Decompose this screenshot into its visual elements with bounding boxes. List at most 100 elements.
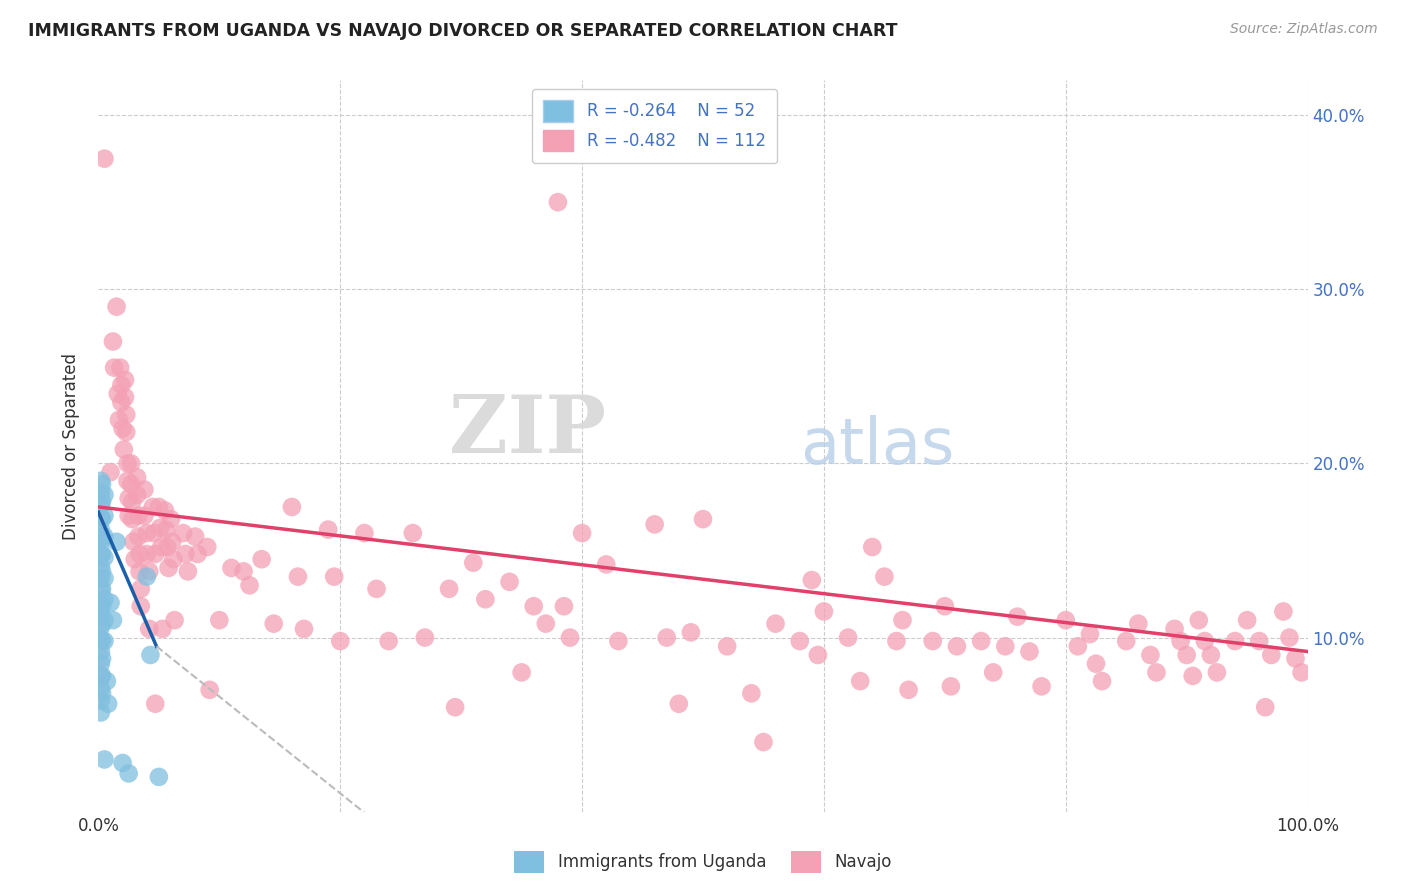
Point [90,534,112,549]
Point [1091,674,1114,689]
Text: ZIP: ZIP [450,392,606,470]
Point [91,547,114,561]
Point [134,483,156,497]
Point [292,622,315,636]
Point [813,604,835,618]
Point [90,620,112,634]
Point [437,582,460,596]
Point [138,622,160,636]
Point [134,508,156,523]
Point [97,697,120,711]
Point [752,735,775,749]
Point [163,613,186,627]
Point [90,583,112,598]
Point [886,634,908,648]
Point [789,634,811,648]
Point [135,569,157,583]
Text: Source: ZipAtlas.com: Source: ZipAtlas.com [1230,22,1378,37]
Point [1078,627,1101,641]
Point [172,526,194,541]
Point [921,634,943,648]
Point [679,625,702,640]
Point [523,599,546,614]
Point [162,552,184,566]
Point [93,152,115,166]
Legend: R = -0.264    N = 52, R = -0.482    N = 112: R = -0.264 N = 52, R = -0.482 N = 112 [531,88,778,163]
Point [127,470,149,484]
Point [90,498,112,512]
Point [198,682,221,697]
Point [90,559,112,574]
Point [91,565,114,579]
Point [120,457,142,471]
Point [111,421,134,435]
Text: atlas: atlas [800,415,955,477]
Point [1054,613,1077,627]
Point [250,552,273,566]
Point [366,582,388,596]
Point [1170,634,1192,648]
Point [91,582,114,596]
Point [644,517,666,532]
Point [138,565,160,579]
Point [90,681,112,695]
Point [100,465,122,479]
Point [90,571,112,585]
Point [607,634,630,648]
Point [90,474,112,488]
Point [152,622,174,636]
Point [110,378,132,392]
Point [90,644,112,658]
Point [155,523,177,537]
Point [90,693,112,707]
Point [93,613,115,627]
Point [444,700,467,714]
Point [143,526,166,541]
Point [118,508,141,523]
Point [135,547,157,561]
Point [558,631,581,645]
Point [91,512,114,526]
Point [981,665,1004,680]
Point [150,540,173,554]
Point [1188,613,1211,627]
Point [534,616,557,631]
Point [91,494,114,508]
Point [129,582,152,596]
Point [91,669,114,683]
Point [90,523,112,537]
Point [740,686,762,700]
Point [118,491,141,506]
Point [1139,648,1161,662]
Point [939,679,962,693]
Point [108,360,131,375]
Point [100,596,122,610]
Point [1291,665,1313,680]
Point [323,569,346,583]
Point [571,526,593,541]
Point [498,574,520,589]
Point [153,503,176,517]
Point [114,373,136,387]
Point [765,616,787,631]
Point [195,540,218,554]
Point [595,558,617,572]
Y-axis label: Divorced or Separated: Divorced or Separated [62,352,80,540]
Point [668,697,690,711]
Point [111,756,134,770]
Point [281,500,304,514]
Point [107,386,129,401]
Point [232,565,254,579]
Point [1085,657,1108,671]
Point [1128,616,1150,631]
Point [377,634,399,648]
Point [1206,665,1229,680]
Point [934,599,956,614]
Point [1236,613,1258,627]
Point [1284,651,1306,665]
Point [1018,644,1040,658]
Text: IMMIGRANTS FROM UGANDA VS NAVAJO DIVORCED OR SEPARATED CORRELATION CHART: IMMIGRANTS FROM UGANDA VS NAVAJO DIVORCE… [28,22,897,40]
Point [807,648,830,662]
Point [239,578,262,592]
Point [177,565,200,579]
